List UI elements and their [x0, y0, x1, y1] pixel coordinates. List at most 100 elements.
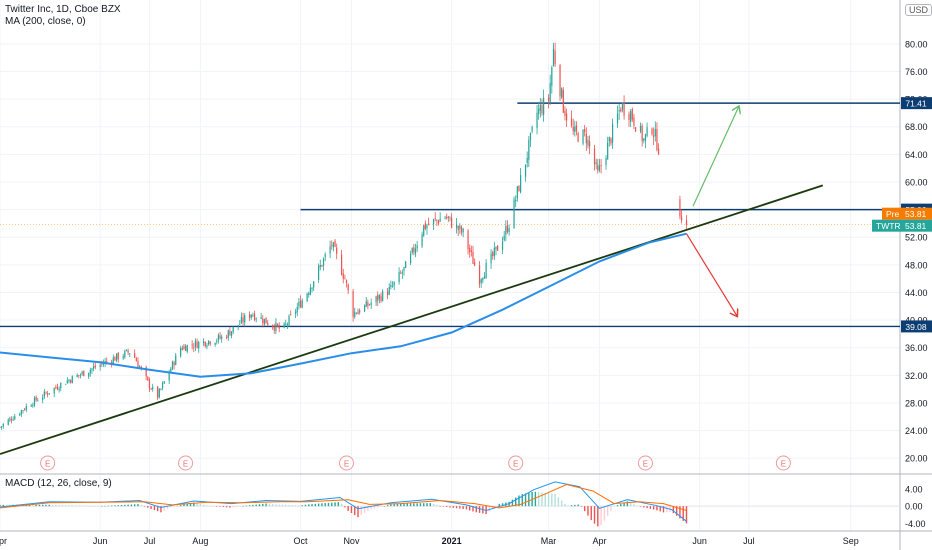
macd-histogram-bar [383, 505, 386, 507]
macd-histogram-bar [455, 506, 458, 509]
candle-body [125, 349, 128, 351]
macd-histogram-bar [432, 503, 435, 507]
macd-histogram-bar [314, 503, 317, 507]
macd-histogram-bar [666, 506, 668, 513]
macd-histogram-bar [564, 503, 566, 507]
macd-histogram-bar [176, 505, 179, 507]
candle-body [55, 386, 57, 388]
macd-histogram-bar [298, 505, 300, 507]
macd-histogram-bar [593, 506, 596, 524]
candle-body [469, 247, 471, 252]
candle-body [616, 113, 619, 124]
candle-body [378, 295, 380, 300]
candle-body [101, 363, 103, 365]
time-tick-label: Oct [294, 536, 309, 546]
macd-histogram-bar [682, 506, 684, 521]
indicator-label[interactable]: MA (200, close, 0) [5, 16, 86, 27]
candle-body [10, 419, 13, 421]
time-axis[interactable]: Apr Jun Jul Aug Oct Nov 2021 Mar Apr Jun Jul Sep [0, 536, 859, 546]
candle-body [344, 278, 346, 280]
macd-histogram-bar [662, 506, 665, 513]
macd-histogram-bar [173, 506, 175, 507]
candle-body [562, 89, 564, 113]
macd-histogram-bar [222, 506, 225, 508]
macd-histogram-bar [68, 505, 70, 507]
candle-body [19, 414, 21, 416]
candle-body [47, 393, 49, 395]
candle-body [35, 396, 37, 401]
macd-histogram-bar [124, 504, 126, 507]
macd-histogram-bar [498, 503, 500, 507]
macd-histogram-bar [380, 506, 382, 507]
candle-body [370, 302, 372, 305]
candle-body [30, 405, 32, 407]
macd-histogram-bar [202, 504, 205, 507]
macd-histogram-bar [199, 504, 202, 507]
price-axis[interactable]: 80.0076.0072.0068.0064.0060.0056.0052.00… [905, 39, 928, 529]
macd-histogram-bar [396, 503, 399, 507]
macd-histogram-bar [331, 502, 333, 507]
macd-histogram-bar [74, 505, 77, 507]
candle-body [524, 164, 527, 177]
candle-body [12, 419, 14, 421]
pre-badge-label: Pre [886, 209, 900, 219]
macd-histogram-bar [524, 493, 527, 507]
macd-histogram-bar [620, 503, 622, 507]
candle-body [299, 300, 302, 308]
candle-body [390, 285, 392, 288]
currency-button[interactable]: USD [905, 4, 932, 16]
candle-body [71, 375, 73, 384]
candle-body [483, 276, 486, 279]
macd-histogram-bar [120, 504, 123, 507]
macd-histogram-bar [672, 506, 675, 514]
candle-body [43, 391, 45, 397]
macd-histogram-bar [235, 506, 238, 508]
candle-body [526, 157, 528, 163]
candle-body [416, 245, 418, 249]
candle-body [263, 318, 266, 325]
macd-histogram-bar [469, 506, 471, 511]
candle-body [194, 340, 197, 347]
macd-histogram-bar [587, 506, 589, 516]
macd-histogram-bar [258, 504, 261, 507]
macd-histogram-bar [179, 505, 182, 507]
candle-body [88, 372, 90, 377]
macd-histogram-bar [294, 505, 297, 507]
macd-histogram-bar [409, 503, 412, 507]
macd-histogram-bar [465, 506, 468, 510]
candle-body [539, 104, 541, 111]
candle-body [386, 291, 389, 296]
candle-body [600, 165, 602, 167]
candle-body [628, 114, 630, 121]
macd-histogram-bar [511, 499, 514, 507]
time-tick-label: Jul [144, 536, 156, 546]
candle-body [398, 272, 400, 283]
candle-body [368, 304, 371, 306]
macd-histogram-bar [321, 503, 323, 507]
candle-body [209, 341, 211, 345]
candle-body [117, 352, 119, 360]
macd-histogram-bar [232, 506, 234, 508]
macd-label[interactable]: MACD (12, 26, close, 9) [5, 478, 112, 489]
candle-body [296, 306, 298, 313]
macd-histogram-bar [61, 505, 64, 507]
candle-body [230, 331, 233, 337]
macd-histogram-bar [137, 504, 139, 507]
price-tick-label: 76.00 [905, 67, 928, 77]
macd-histogram-bar [551, 493, 553, 507]
candle-body [0, 426, 1, 428]
macd-histogram-bar [262, 503, 264, 507]
time-tick-label: Jul [743, 536, 755, 546]
candle-body [219, 335, 221, 339]
macd-histogram-bar [501, 503, 504, 507]
price-tick-label: 60.00 [905, 177, 928, 187]
time-tick-label: Apr [0, 536, 7, 546]
candle-body [115, 353, 118, 361]
macd-histogram-bar [400, 503, 402, 507]
macd-histogram-bar [32, 504, 34, 507]
candle-body [42, 397, 44, 400]
macd-histogram-bar [324, 503, 326, 507]
candle-body [53, 387, 55, 394]
candle-body [306, 293, 308, 302]
macd-histogram-bar [541, 492, 543, 507]
